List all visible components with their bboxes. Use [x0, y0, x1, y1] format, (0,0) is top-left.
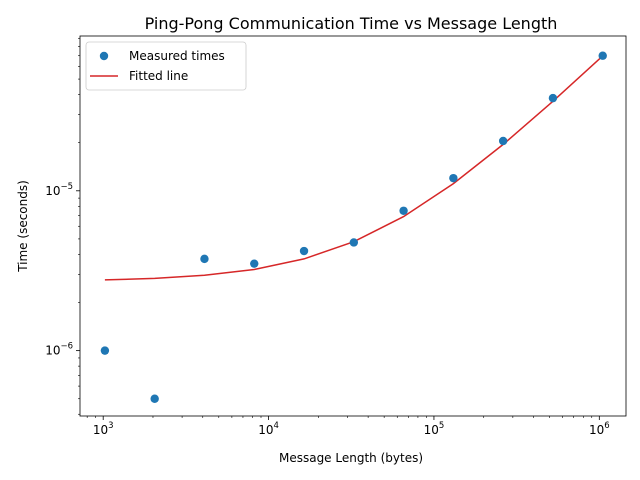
legend-box [85, 41, 247, 91]
y-tick-label: 10−6 [45, 342, 73, 358]
data-point [299, 246, 309, 256]
data-point [548, 93, 558, 103]
x-tick-label: 105 [424, 421, 445, 437]
x-tick-label: 104 [258, 421, 279, 437]
data-point [349, 238, 359, 247]
data-point [150, 394, 159, 403]
x-tick-label: 106 [589, 421, 610, 437]
data-point [100, 346, 110, 355]
plot-frame [79, 35, 627, 417]
legend-label: Measured times [129, 49, 225, 63]
data-point [200, 254, 209, 264]
x-axis-label: Message Length (bytes) [279, 451, 423, 465]
legend-marker-measured [99, 51, 109, 61]
x-tick-label: 103 [93, 421, 114, 437]
y-tick-label: 10−5 [45, 182, 73, 198]
plot-area: 103 104 105 106 10−6 10−5 Measured times Fitted… [45, 35, 627, 437]
data-point [598, 51, 607, 60]
y-axis-label: Time (seconds) [16, 180, 30, 273]
data-point [250, 259, 259, 268]
data-point [449, 173, 458, 183]
legend-label: Fitted line [129, 69, 188, 83]
chart-title: Ping-Pong Communication Time vs Message … [145, 14, 558, 33]
data-point [498, 136, 508, 146]
data-point [399, 206, 408, 215]
